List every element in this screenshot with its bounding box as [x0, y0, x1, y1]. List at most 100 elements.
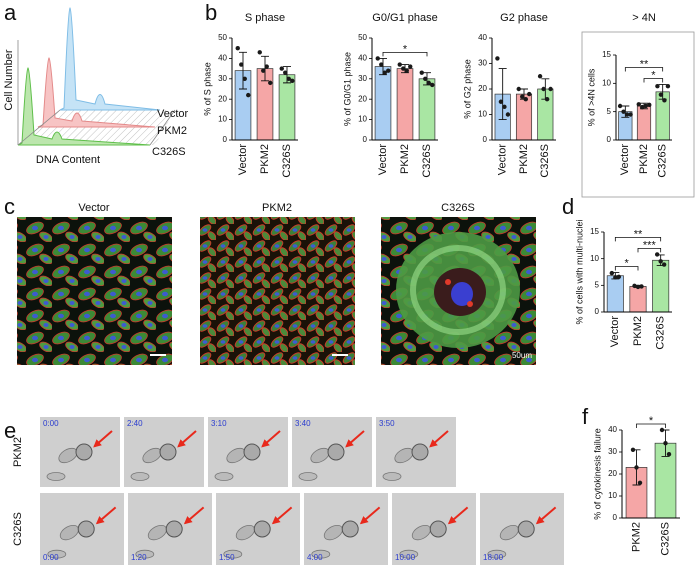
data-point [613, 275, 618, 280]
y-tick-label: 10 [218, 115, 227, 124]
panel-label: b [205, 0, 217, 25]
data-point [621, 109, 626, 114]
significance-label: ** [634, 228, 643, 240]
timestamp: 1:50 [219, 553, 235, 562]
timestamp: 3:40 [295, 419, 311, 428]
cell [311, 549, 331, 559]
bar [629, 286, 647, 313]
error-bar [261, 55, 269, 82]
series-label: PKM2 [157, 125, 187, 137]
y-tick-label: 30 [478, 59, 487, 68]
data-point [624, 112, 630, 117]
chart-title: G0/G1 phase [372, 12, 437, 24]
data-point [632, 283, 637, 289]
data-point [423, 76, 428, 82]
significance-label: * [649, 415, 654, 427]
y-tick-label: 30 [218, 74, 227, 83]
data-point [430, 82, 435, 88]
data-point [609, 270, 615, 276]
y-tick-label: 40 [478, 33, 487, 42]
y-tick-label: 0 [595, 307, 600, 316]
y-tick-label: 10 [608, 491, 617, 500]
cell [214, 472, 234, 481]
cell [487, 549, 507, 559]
chart-title: > 4N [632, 12, 656, 24]
cell [399, 549, 419, 559]
data-point [404, 68, 409, 73]
timestamp: 0:00 [43, 553, 59, 562]
arrow [271, 506, 293, 525]
bar [515, 93, 533, 141]
data-point [616, 274, 622, 279]
arrow [93, 430, 113, 448]
data-point [661, 262, 667, 267]
cell [429, 520, 447, 538]
data-point [268, 80, 273, 86]
x-tick-label: C326S [539, 144, 551, 178]
data-point [662, 98, 667, 103]
data-point [516, 86, 521, 92]
significance-bracket [614, 237, 662, 242]
data-point [617, 103, 623, 109]
data-point [544, 97, 550, 102]
image-title: Vector [78, 202, 110, 214]
x-tick-label: PKM2 [632, 316, 644, 346]
panel-frame [581, 31, 695, 198]
data-point [246, 92, 251, 98]
data-point [637, 480, 643, 485]
bar [636, 105, 652, 141]
x-tick-label: C326S [281, 144, 293, 178]
data-point [537, 74, 543, 79]
data-point [630, 447, 636, 452]
y-tick-label: 0 [363, 135, 368, 144]
micrograph [200, 217, 355, 365]
y-tick-label: 10 [602, 78, 611, 87]
timestamp: 3:10 [211, 419, 227, 428]
x-tick-label: Vector [237, 144, 249, 176]
data-point [379, 62, 384, 67]
data-point [242, 76, 247, 82]
x-tick-label: C326S [655, 316, 667, 350]
x-tick-label: PKM2 [518, 144, 530, 174]
data-point [261, 68, 266, 73]
data-point [639, 284, 644, 289]
micrograph [381, 217, 536, 365]
y-tick-label: 20 [358, 94, 367, 103]
panel-label: a [4, 0, 17, 25]
timestamp: 0:00 [43, 419, 59, 428]
significance-label: *** [643, 239, 657, 251]
arrow [447, 506, 469, 525]
chart-title: G2 phase [500, 12, 548, 24]
data-point [290, 78, 295, 84]
y-tick-label: 30 [608, 447, 617, 456]
data-point [401, 66, 406, 71]
y-tick-label: 5 [595, 280, 600, 289]
bar [418, 78, 436, 141]
timestamp: 2:40 [127, 419, 143, 428]
arrow [177, 430, 197, 448]
y-tick-label: 40 [358, 54, 367, 63]
axis-label: DNA Content [36, 154, 100, 166]
arrow [359, 506, 381, 525]
y-tick-label: 0 [223, 135, 228, 144]
scale-bar-label: 50um [512, 351, 532, 360]
y-tick-label: 50 [218, 33, 227, 42]
y-axis-label: % of >4N cells [586, 68, 596, 126]
data-point [541, 86, 546, 92]
data-point [264, 64, 269, 69]
data-point [658, 259, 663, 264]
x-tick-label: Vector [377, 144, 389, 176]
cell [243, 443, 261, 461]
cell [411, 443, 429, 461]
arrow [183, 506, 205, 525]
y-axis-label: % of G0/G1 phase [342, 52, 352, 126]
data-point [655, 83, 660, 89]
timestamp: 1:20 [131, 553, 147, 562]
panel-label: e [4, 418, 16, 443]
error-bar [498, 68, 507, 121]
data-point [419, 70, 424, 75]
data-point [235, 46, 240, 51]
arrow [429, 430, 449, 448]
significance-bracket [637, 248, 662, 253]
data-point [643, 103, 648, 109]
